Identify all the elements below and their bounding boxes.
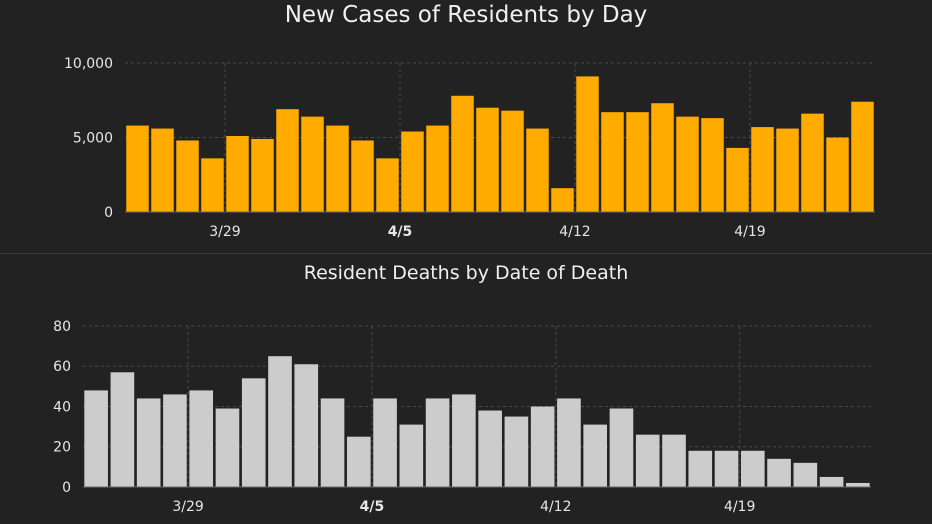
cases-bar <box>326 125 349 212</box>
cases-bar <box>501 110 524 212</box>
cases-bar <box>401 131 424 212</box>
cases-bar <box>576 76 599 212</box>
cases-bar <box>201 158 224 212</box>
cases-xtick-label: 4/12 <box>559 224 590 240</box>
cases-bar <box>476 107 499 212</box>
cases-chart-title: New Cases of Residents by Day <box>284 2 648 28</box>
deaths-chart-panel: Resident Deaths by Date of Death 80 60 40 2… <box>0 256 932 524</box>
panel-divider <box>0 253 932 254</box>
cases-chart: 10,000 5,000 0 3/29 4/5 4/12 4/19 <box>64 56 875 240</box>
deaths-xtick-label: 4/19 <box>724 499 755 515</box>
deaths-bar <box>294 364 319 487</box>
cases-bar <box>426 125 449 212</box>
cases-bar <box>701 118 724 212</box>
deaths-xtick-label: 3/29 <box>172 499 203 515</box>
deaths-xtick-label: 4/12 <box>540 499 571 515</box>
deaths-bar <box>846 482 870 487</box>
deaths-ytick-label: 20 <box>53 440 71 456</box>
cases-ytick-label: 0 <box>104 205 113 221</box>
cases-bar <box>551 188 574 212</box>
cases-bar <box>651 103 674 212</box>
deaths-bar <box>215 408 240 487</box>
cases-bar <box>676 116 699 212</box>
deaths-ytick-label: 40 <box>53 399 71 415</box>
cases-bar <box>826 137 849 212</box>
cases-bar <box>726 147 749 212</box>
deaths-bar <box>662 434 686 487</box>
cases-xtick-label: 4/5 <box>388 224 413 240</box>
cases-bar <box>601 112 624 212</box>
cases-bar <box>451 95 474 212</box>
deaths-bar <box>425 398 450 487</box>
cases-bar <box>151 128 174 212</box>
deaths-bar <box>399 424 424 487</box>
deaths-bar <box>110 372 135 487</box>
deaths-bar <box>346 436 371 487</box>
deaths-bar <box>452 394 476 487</box>
deaths-bar <box>241 378 266 487</box>
cases-bar <box>751 127 774 212</box>
cases-bar <box>226 136 249 212</box>
cases-xtick-label: 4/19 <box>734 224 765 240</box>
deaths-bar <box>189 390 214 487</box>
cases-bar <box>126 125 149 212</box>
deaths-bar <box>793 462 818 487</box>
deaths-bar <box>557 398 581 487</box>
deaths-bar <box>373 398 397 487</box>
deaths-bar <box>530 406 555 487</box>
cases-bar <box>276 109 299 212</box>
cases-xtick-label: 3/29 <box>209 224 240 240</box>
cases-bar <box>251 138 274 212</box>
deaths-bar <box>320 398 345 487</box>
deaths-chart: 80 60 40 20 0 3/29 4/5 4/12 4/19 <box>53 319 871 515</box>
deaths-bar <box>136 398 161 487</box>
deaths-bar <box>478 410 502 487</box>
deaths-bar <box>268 356 292 487</box>
cases-bar <box>351 140 374 212</box>
deaths-xtick-label: 4/5 <box>360 499 385 515</box>
deaths-bar <box>740 450 765 487</box>
cases-ytick-label: 5,000 <box>73 130 113 146</box>
cases-bar <box>801 113 824 212</box>
deaths-ytick-label: 80 <box>53 319 71 335</box>
cases-chart-panel: New Cases of Residents by Day 10,000 5,00… <box>0 0 932 254</box>
cases-bar <box>376 158 399 212</box>
deaths-bar <box>609 408 634 487</box>
deaths-bar <box>504 416 529 487</box>
cases-bar <box>626 112 649 212</box>
cases-bar <box>851 101 874 212</box>
deaths-bar <box>819 476 844 487</box>
deaths-ytick-label: 60 <box>53 359 71 375</box>
deaths-bar <box>583 424 608 487</box>
cases-bar <box>526 128 549 212</box>
cases-ytick-label: 10,000 <box>64 56 113 72</box>
deaths-chart-title: Resident Deaths by Date of Death <box>303 262 629 284</box>
deaths-bar <box>163 394 187 487</box>
deaths-bar <box>688 450 713 487</box>
deaths-ytick-label: 0 <box>62 480 71 496</box>
deaths-bar <box>714 450 739 487</box>
cases-bar <box>776 128 799 212</box>
deaths-bar <box>767 458 791 487</box>
deaths-bar <box>635 434 660 487</box>
cases-bar <box>176 140 199 212</box>
deaths-bar <box>84 390 108 487</box>
cases-bar <box>301 116 324 212</box>
